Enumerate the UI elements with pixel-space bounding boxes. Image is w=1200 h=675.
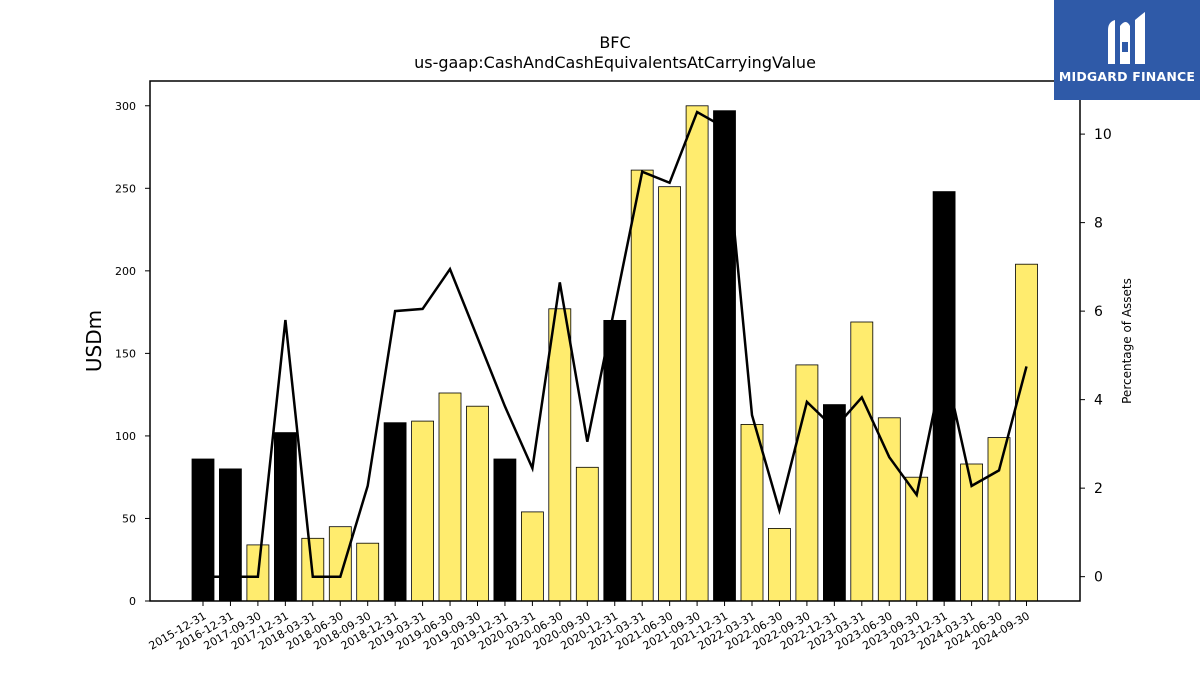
- y-tick-label: 100: [115, 430, 136, 443]
- bar-2019-12-31: [493, 458, 517, 602]
- y2-tick-label: 0: [1094, 570, 1103, 586]
- y2-tick-label: 10: [1094, 127, 1112, 143]
- bar-2021-06-30: [658, 186, 681, 602]
- bar-2020-09-30: [575, 466, 599, 602]
- y-tick-label: 200: [115, 265, 136, 278]
- left-y-axis: 0 50 100 150 200 250 300: [115, 100, 150, 608]
- bar-2015-12-31: [191, 458, 215, 602]
- bar-2022-03-31: [740, 423, 764, 602]
- x-axis: 2015-12-312016-12-312017-09-302017-12-31…: [147, 601, 1032, 653]
- bar-2019-06-30: [438, 392, 462, 602]
- bar-series: [191, 105, 1038, 602]
- bar-2018-09-30: [356, 542, 380, 602]
- chart-subtitle: us-gaap:CashAndCashEquivalentsAtCarrying…: [414, 53, 816, 72]
- bar-2020-03-31: [521, 511, 544, 602]
- right-y-axis: 0 2 4 6 8 10: [1080, 127, 1112, 586]
- logo-text: MIDGARD FINANCE: [1058, 69, 1196, 84]
- percentage-line: [203, 110, 1028, 578]
- bar-2024-09-30: [1015, 263, 1038, 602]
- bar-2018-06-30: [328, 526, 352, 602]
- y-tick-label: 50: [122, 512, 136, 525]
- y2-tick-label: 2: [1094, 481, 1103, 497]
- bar-2020-06-30: [548, 308, 572, 602]
- bar-2017-12-31: [273, 432, 297, 602]
- y-tick-label: 250: [115, 182, 136, 195]
- logo-mark-icon: [1108, 12, 1145, 64]
- y2-tick-label: 4: [1094, 393, 1103, 409]
- y-axis-label: USDm: [82, 310, 106, 372]
- bar-2016-12-31: [218, 468, 242, 602]
- bar-2022-06-30: [768, 528, 791, 602]
- brand-logo: MIDGARD FINANCE: [1054, 0, 1200, 100]
- chart-title: BFC: [599, 33, 630, 52]
- y2-tick-label: 6: [1094, 304, 1103, 320]
- y-tick-label: 0: [129, 595, 136, 608]
- bar-2021-12-31: [713, 110, 736, 602]
- bar-2023-06-30: [877, 417, 901, 602]
- bar-2019-03-31: [411, 420, 435, 602]
- bar-2019-09-30: [466, 405, 489, 602]
- line-series: [203, 110, 1028, 578]
- bar-2022-12-31: [823, 404, 846, 602]
- y-tick-label: 300: [115, 100, 136, 113]
- bar-2021-09-30: [685, 105, 709, 602]
- y-tick-label: 150: [115, 347, 136, 360]
- y2-tick-label: 8: [1094, 216, 1103, 232]
- bar-2024-06-30: [987, 437, 1011, 602]
- bar-2018-12-31: [383, 422, 407, 602]
- bar-2023-03-31: [850, 321, 874, 602]
- y2-axis-label: Percentage of Assets: [1120, 278, 1134, 404]
- bar-2020-12-31: [603, 319, 627, 602]
- bar-2021-03-31: [630, 169, 654, 602]
